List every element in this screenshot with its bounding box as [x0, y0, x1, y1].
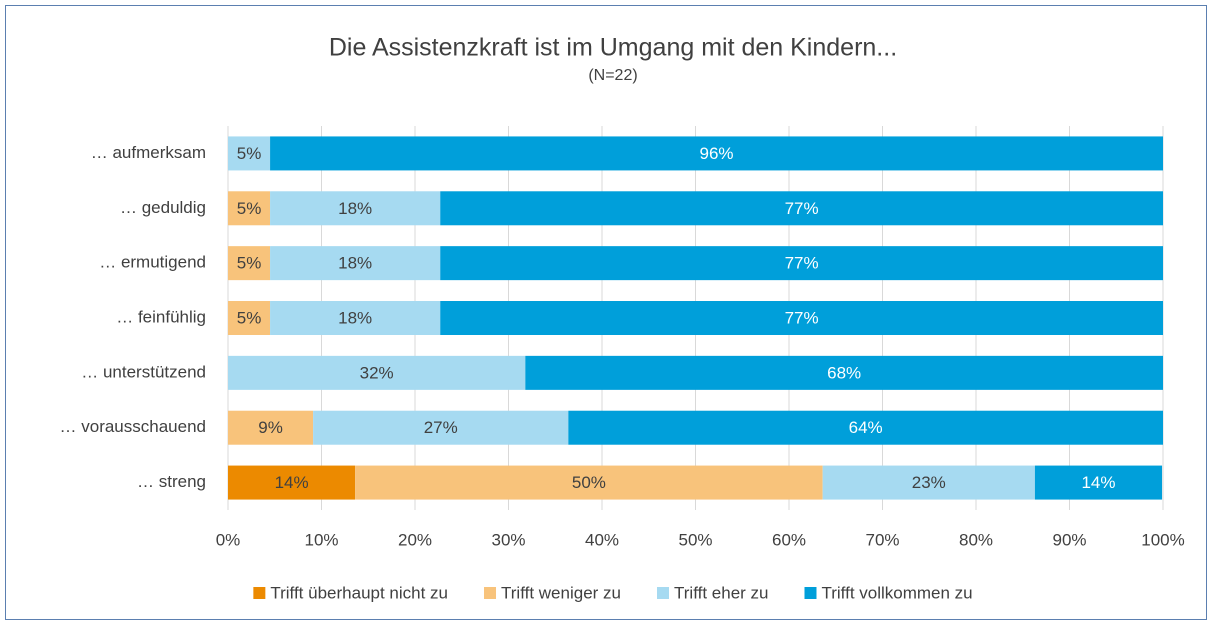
legend-swatch: [804, 587, 817, 599]
bar-segment: [228, 465, 356, 500]
data-label: 77%: [785, 199, 819, 218]
x-tick-label: 90%: [1052, 530, 1086, 549]
y-tick-label: … aufmerksam: [91, 143, 206, 162]
data-label: 14%: [275, 473, 309, 492]
legend-swatch: [253, 587, 266, 599]
data-label: 18%: [338, 308, 372, 327]
data-label: 77%: [785, 308, 819, 327]
data-label: 18%: [338, 199, 372, 218]
bar-segment: [525, 355, 1163, 390]
legend-label: Trifft überhaupt nicht zu: [270, 583, 448, 602]
legend-label: Trifft weniger zu: [501, 583, 621, 602]
bar-segment: [1034, 465, 1163, 500]
y-tick-label: … geduldig: [120, 198, 206, 217]
bar-segment: [228, 355, 526, 390]
legend-swatch: [657, 587, 670, 599]
x-tick-label: 20%: [398, 530, 432, 549]
bar-segment: [270, 136, 1163, 171]
bar-segment: [228, 136, 271, 171]
bar-segment: [440, 301, 1163, 335]
x-tick-label: 10%: [304, 530, 338, 549]
x-tick-label: 50%: [678, 530, 712, 549]
bar-segment: [228, 246, 271, 281]
data-label: 68%: [827, 363, 861, 382]
bar-segment: [822, 465, 1035, 500]
legend-label: Trifft vollkommen zu: [821, 583, 972, 602]
data-label: 32%: [360, 363, 394, 382]
data-label: 18%: [338, 254, 372, 273]
x-tick-label: 30%: [491, 530, 525, 549]
data-label: 77%: [785, 254, 819, 273]
bar-segment: [228, 191, 271, 226]
data-label: 5%: [237, 308, 262, 327]
data-label: 23%: [912, 473, 946, 492]
data-label: 9%: [258, 418, 283, 437]
y-tick-label: … unterstützend: [81, 362, 206, 381]
bar-segment: [440, 246, 1163, 281]
bar-segment: [270, 301, 441, 335]
legend-label: Trifft eher zu: [674, 583, 768, 602]
y-tick-label: … streng: [137, 472, 206, 491]
bar-segment: [228, 301, 271, 335]
x-tick-label: 70%: [865, 530, 899, 549]
x-tick-label: 0%: [216, 530, 241, 549]
legend: Trifft überhaupt nicht zu Trifft weniger …: [253, 583, 973, 602]
y-tick-label: … ermutigend: [99, 253, 206, 272]
data-label: 14%: [1081, 473, 1115, 492]
bar-segment: [568, 410, 1163, 445]
bar-segment: [270, 246, 441, 281]
x-tick-label: 40%: [585, 530, 619, 549]
data-label: 5%: [237, 199, 262, 218]
data-label: 64%: [849, 418, 883, 437]
bar-segment: [313, 410, 569, 445]
chart-title: Die Assistenzkraft ist im Umgang mit den…: [329, 34, 897, 62]
data-label: 5%: [237, 144, 262, 163]
x-tick-label: 100%: [1141, 530, 1184, 549]
data-label: 96%: [700, 144, 734, 163]
legend-swatch: [484, 587, 497, 599]
bar-segment: [270, 191, 441, 226]
bar-segment: [355, 465, 823, 500]
chart-subtitle: (N=22): [588, 67, 637, 84]
data-label: 27%: [424, 418, 458, 437]
data-label: 5%: [237, 254, 262, 273]
bar-segment: [440, 191, 1163, 226]
x-tick-label: 80%: [959, 530, 993, 549]
data-label: 50%: [572, 473, 606, 492]
x-tick-label: 60%: [772, 530, 806, 549]
y-tick-label: … vorausschauend: [60, 417, 206, 436]
y-tick-label: … feinfühlig: [116, 307, 206, 326]
bar-segment: [228, 410, 314, 445]
